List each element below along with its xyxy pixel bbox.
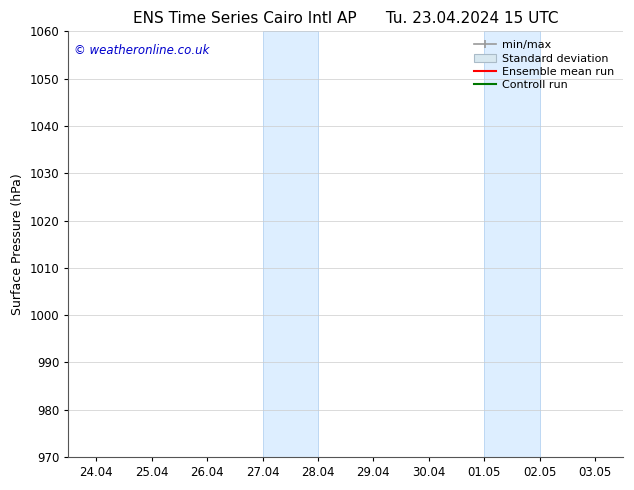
Text: © weatheronline.co.uk: © weatheronline.co.uk [74,44,209,57]
Bar [484,31,540,457]
Y-axis label: Surface Pressure (hPa): Surface Pressure (hPa) [11,173,24,315]
Bar [262,31,318,457]
Legend: min/max, Standard deviation, Ensemble mean run, Controll run: min/max, Standard deviation, Ensemble me… [470,37,618,94]
Title: ENS Time Series Cairo Intl AP      Tu. 23.04.2024 15 UTC: ENS Time Series Cairo Intl AP Tu. 23.04.… [133,11,559,26]
